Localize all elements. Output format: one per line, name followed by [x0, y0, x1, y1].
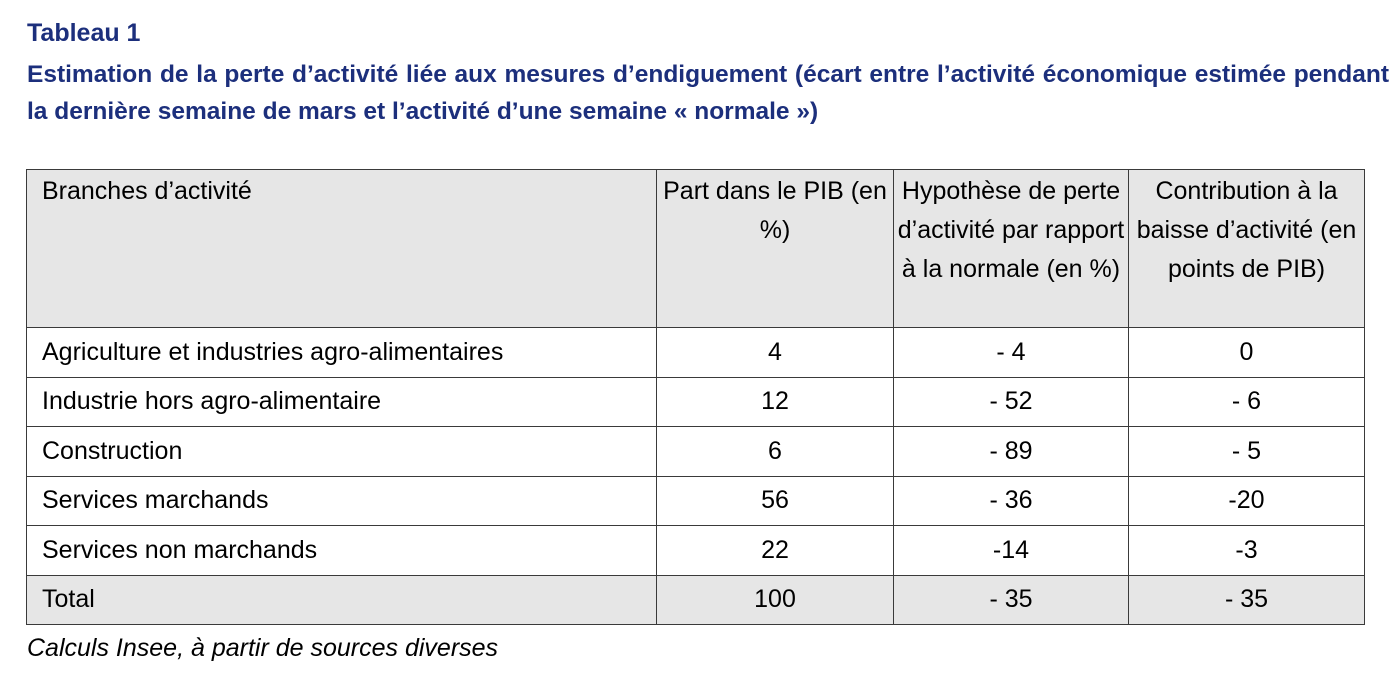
row-contribution: -20 [1128, 475, 1365, 526]
total-contribution: - 35 [1128, 574, 1365, 625]
table-label: Tableau 1 [27, 19, 141, 47]
row-perte: - 36 [893, 475, 1129, 526]
row-branch: Services marchands [26, 475, 657, 526]
row-perte: - 89 [893, 426, 1129, 477]
row-part-pib: 22 [656, 525, 894, 576]
row-part-pib: 12 [656, 376, 894, 427]
header-contribution: Contribution à la baisse d’activité (en … [1128, 169, 1365, 328]
row-part-pib: 56 [656, 475, 894, 526]
row-contribution: - 6 [1128, 376, 1365, 427]
header-part-pib: Part dans le PIB (en %) [656, 169, 894, 328]
total-perte: - 35 [893, 574, 1129, 625]
header-branches: Branches d’activité [26, 169, 657, 328]
row-perte: -14 [893, 525, 1129, 576]
row-contribution: 0 [1128, 327, 1365, 378]
row-perte: - 52 [893, 376, 1129, 427]
table-title: Estimation de la perte d’activité liée a… [27, 61, 1389, 125]
row-part-pib: 4 [656, 327, 894, 378]
header-hypothese-perte: Hypothèse de perte d’activité par rappor… [893, 169, 1129, 328]
total-row: Total 100 - 35 - 35 [26, 574, 1365, 625]
data-table: Branches d’activité Part dans le PIB (en… [26, 169, 1365, 625]
total-label: Total [26, 574, 657, 625]
header-row: Branches d’activité Part dans le PIB (en… [26, 169, 1365, 328]
row-branch: Agriculture et industries agro-alimentai… [26, 327, 657, 378]
row-contribution: -3 [1128, 525, 1365, 576]
table-row: Agriculture et industries agro-alimentai… [26, 327, 1365, 378]
source-note: Calculs Insee, à partir de sources diver… [27, 634, 499, 662]
row-branch: Construction [26, 426, 657, 477]
table-row: Construction 6 - 89 - 5 [26, 426, 1365, 477]
total-part-pib: 100 [656, 574, 894, 625]
row-contribution: - 5 [1128, 426, 1365, 477]
table-row: Services non marchands 22 -14 -3 [26, 525, 1365, 576]
row-branch: Industrie hors agro-alimentaire [26, 376, 657, 427]
row-branch: Services non marchands [26, 525, 657, 576]
table-row: Industrie hors agro-alimentaire 12 - 52 … [26, 376, 1365, 427]
row-perte: - 4 [893, 327, 1129, 378]
row-part-pib: 6 [656, 426, 894, 477]
table-row: Services marchands 56 - 36 -20 [26, 475, 1365, 526]
